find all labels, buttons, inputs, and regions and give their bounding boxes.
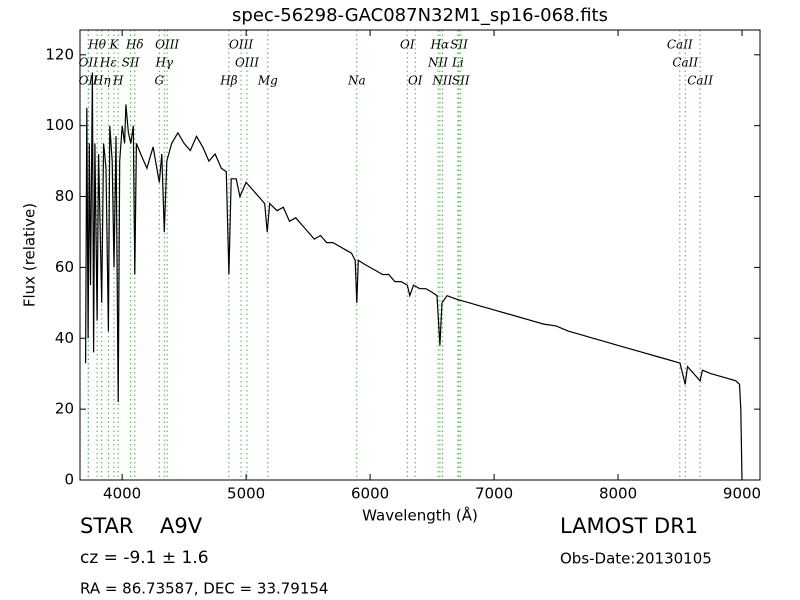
spectral-line-label: SII xyxy=(122,56,140,70)
spectral-line-label: CaII xyxy=(672,56,698,70)
object-class: STAR xyxy=(80,514,133,538)
x-tick-label: 6000 xyxy=(351,485,389,503)
redshift: cz = -9.1 ± 1.6 xyxy=(80,548,209,568)
spectral-line-label: OIII xyxy=(229,38,253,52)
spectrum-line xyxy=(85,72,743,480)
subclass: A9V xyxy=(160,514,203,538)
spectral-line-label: CaII xyxy=(667,38,693,52)
y-tick-label: 120 xyxy=(45,45,74,63)
x-tick-label: 7000 xyxy=(475,485,513,503)
x-tick-label: 8000 xyxy=(599,485,637,503)
spectral-line-label: Hθ xyxy=(87,38,106,52)
y-axis-label: Flux (relative) xyxy=(21,203,39,307)
spectral-line-label: Hδ xyxy=(125,38,144,52)
x-tick-label: 5000 xyxy=(227,485,265,503)
spectral-line-label: Hγ xyxy=(154,56,173,70)
spectral-line-label: OIII xyxy=(235,56,259,70)
spectral-line-label: OIII xyxy=(155,38,179,52)
spectral-line-label: Na xyxy=(347,74,366,88)
chart-title: spec-56298-GAC087N32M1_sp16-068.fits xyxy=(232,5,608,26)
y-tick-label: 80 xyxy=(55,187,74,205)
spectral-line-label: Li xyxy=(451,56,464,70)
spectral-line-label: K xyxy=(108,38,119,52)
spectral-line-label: Hε xyxy=(99,56,117,70)
obs-date: Obs-Date:20130105 xyxy=(560,550,712,568)
x-tick-label: 9000 xyxy=(723,485,761,503)
spectral-line-label: Hα xyxy=(430,38,450,52)
coordinates: RA = 86.73587, DEC = 33.79154 xyxy=(80,580,328,598)
spectral-line-label: Hβ xyxy=(219,74,237,88)
spectral-line-label: SII xyxy=(450,38,468,52)
y-tick-label: 100 xyxy=(45,116,74,134)
spectral-line-label: OI xyxy=(400,38,415,52)
x-tick-label: 4000 xyxy=(103,485,141,503)
spectral-line-label: OII xyxy=(79,74,99,88)
y-tick-label: 0 xyxy=(64,471,74,489)
spectral-line-label: SII xyxy=(452,74,470,88)
y-tick-label: 60 xyxy=(55,258,74,276)
spectral-line-label: CaII xyxy=(687,74,713,88)
y-tick-label: 20 xyxy=(55,400,74,418)
spectral-line-label: NII xyxy=(427,56,448,70)
y-tick-label: 40 xyxy=(55,329,74,347)
spectral-line-label: OI xyxy=(408,74,423,88)
spectral-line-label: NII xyxy=(431,74,452,88)
spectral-line-label: Mg xyxy=(257,74,278,88)
survey: LAMOST DR1 xyxy=(560,514,698,538)
plot-frame xyxy=(79,29,761,481)
spectral-line-label: H xyxy=(112,74,124,88)
x-axis-label: Wavelength (Å) xyxy=(362,506,478,525)
spectral-line-label: Hη xyxy=(92,74,111,88)
spectral-line-label: G xyxy=(155,74,165,88)
